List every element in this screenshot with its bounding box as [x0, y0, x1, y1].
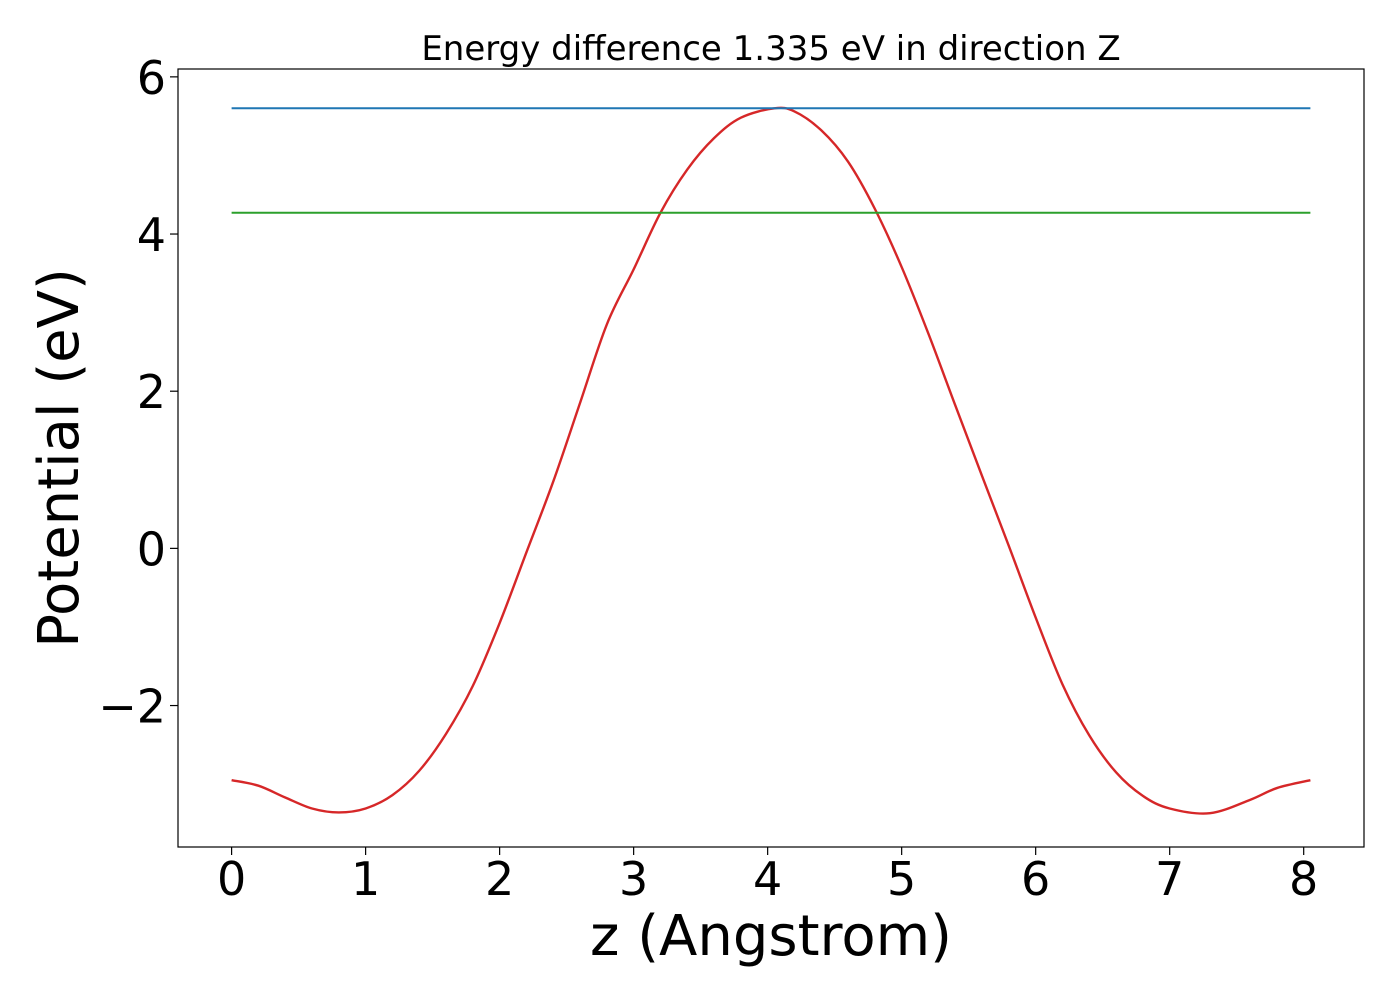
y-tick-label: −2: [98, 680, 166, 734]
y-tick-label: 4: [137, 208, 166, 262]
x-tick-label: 3: [619, 852, 648, 906]
potential-curve: [231, 106, 1311, 815]
x-tick-label: 8: [1289, 852, 1318, 906]
x-tick-label: 1: [351, 852, 380, 906]
x-tick-label: 2: [485, 852, 514, 906]
chart-title: Energy difference 1.335 eV in direction …: [421, 29, 1120, 69]
plot-frame: [177, 68, 1365, 848]
x-tick-label: 6: [1021, 852, 1050, 906]
x-tick-label: 0: [217, 852, 246, 906]
x-axis-ticks: 0 1 2 3 4 5 6 7 8: [217, 847, 1318, 906]
x-tick-label: 5: [887, 852, 916, 906]
x-tick-label: 7: [1155, 852, 1184, 906]
y-tick-label: 6: [137, 51, 166, 105]
y-axis-label: Potential (eV): [27, 268, 92, 648]
x-axis-label: z (Angstrom): [590, 904, 952, 969]
y-tick-label: 0: [137, 522, 166, 576]
plot-lines: [231, 106, 1311, 815]
y-axis-ticks: −2 0 2 4 6: [98, 51, 178, 734]
x-tick-label: 4: [753, 852, 782, 906]
y-tick-label: 2: [137, 365, 166, 419]
